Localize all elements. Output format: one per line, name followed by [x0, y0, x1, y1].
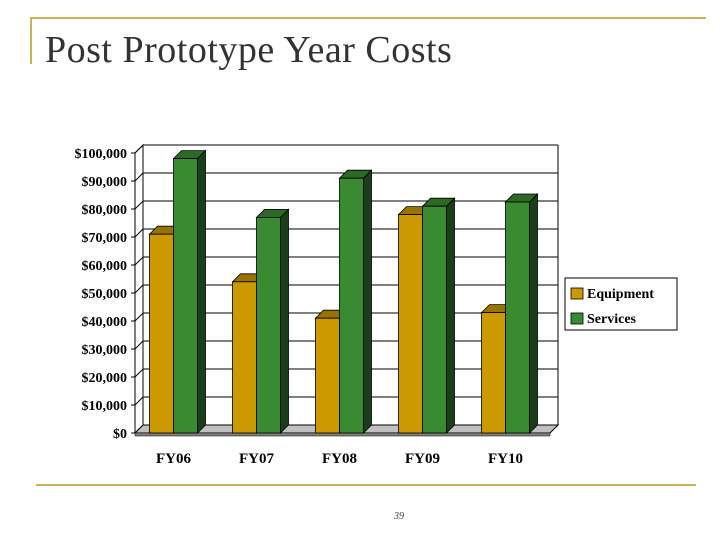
bar-side-services-fy10 [529, 193, 538, 434]
y-tick-label: $60,000 [82, 259, 128, 274]
gridline-diagonal [134, 172, 144, 182]
bar-equipment-fy09 [398, 214, 423, 434]
y-tick-label: $10,000 [82, 399, 128, 414]
legend-label-services: Services [587, 312, 637, 327]
gridline-diagonal [134, 396, 144, 406]
bar-side-services-fy07 [280, 208, 289, 434]
bar-services-fy09 [422, 205, 447, 434]
x-category-label: FY06 [156, 451, 191, 467]
y-tick-label: $50,000 [82, 287, 128, 302]
bar-services-fy08 [339, 177, 364, 434]
gridline-diagonal [134, 144, 144, 154]
legend-label-equipment: Equipment [587, 287, 654, 302]
gridline-diagonal [134, 256, 144, 266]
bar-side-services-fy08 [363, 169, 372, 434]
legend-box [564, 277, 678, 331]
gridline-diagonal [134, 312, 144, 322]
bar-equipment-fy07 [232, 281, 257, 434]
x-category-label: FY09 [405, 451, 440, 467]
y-tick-label: $20,000 [82, 371, 128, 386]
y-tick-label: $70,000 [82, 231, 128, 246]
bar-side-services-fy09 [446, 197, 455, 434]
y-tick-label: $30,000 [82, 343, 128, 358]
page-title: Post Prototype Year Costs [45, 29, 453, 71]
gridline-diagonal [134, 340, 144, 350]
bottom-rule [36, 484, 696, 486]
title-left-rule [30, 17, 32, 64]
bar-services-fy10 [505, 201, 530, 434]
gridline-diagonal [134, 228, 144, 238]
bar-equipment-fy08 [315, 317, 340, 434]
y-tick-label: $0 [113, 427, 127, 442]
bar-equipment-fy06 [149, 233, 174, 434]
x-category-label: FY07 [239, 451, 274, 467]
gridline-diagonal [134, 284, 144, 294]
bar-services-fy06 [173, 158, 198, 434]
x-category-label: FY08 [322, 451, 357, 467]
gridline-diagonal [134, 368, 144, 378]
bar-services-fy07 [256, 216, 281, 434]
bar-side-services-fy06 [197, 149, 206, 434]
y-tick-label: $100,000 [75, 147, 128, 162]
gridline-diagonal [134, 200, 144, 210]
y-tick-label: $40,000 [82, 315, 128, 330]
page-number: 39 [394, 511, 404, 522]
y-tick-label: $80,000 [82, 203, 128, 218]
y-tick-label: $90,000 [82, 175, 128, 190]
x-category-label: FY10 [488, 451, 523, 467]
bar-equipment-fy10 [481, 312, 506, 434]
legend-swatch-equipment [570, 287, 584, 300]
legend-swatch-services [570, 312, 584, 325]
top-rule [30, 17, 706, 19]
